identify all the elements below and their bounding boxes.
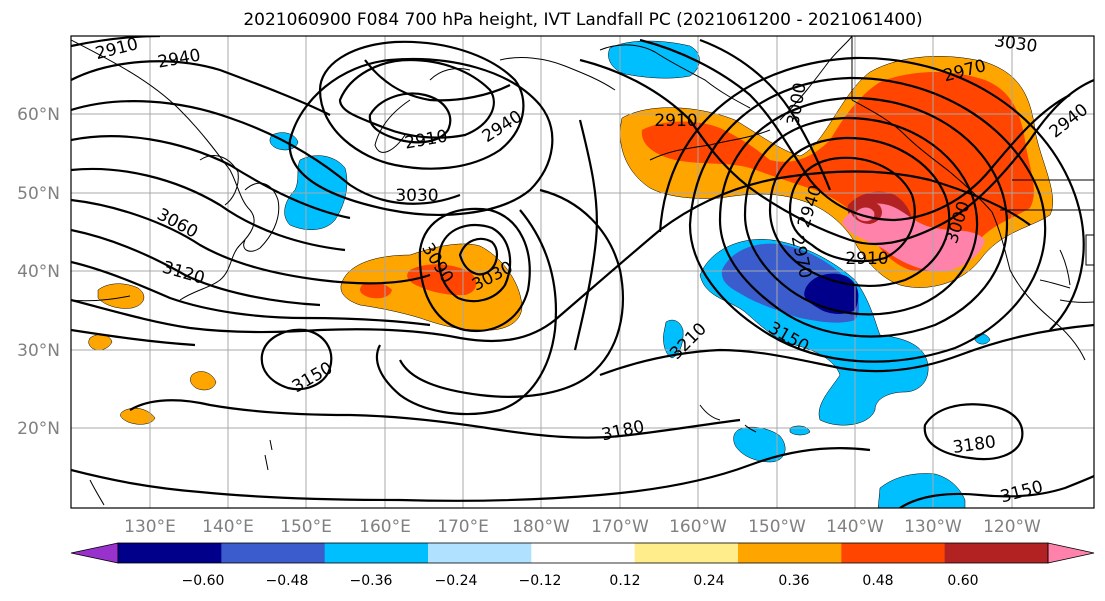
- lon-label: 130°E: [124, 517, 176, 537]
- lon-label: 180°W: [512, 517, 570, 537]
- colorbar-tick-label: 0.60: [947, 573, 978, 589]
- colorbar-frame: [117, 542, 1049, 564]
- colorbar-segment: [634, 543, 739, 563]
- colorbar: −0.60 −0.48 −0.36 −0.24 −0.12 0.12 0.24 …: [70, 542, 1095, 589]
- contour-label: 3030: [395, 186, 438, 206]
- lon-label: 130°W: [904, 517, 962, 537]
- latitude-labels: 60°N 50°N 40°N 30°N 20°N: [17, 105, 60, 439]
- lon-label: 170°E: [437, 517, 489, 537]
- colorbar-tick-label: −0.12: [519, 573, 562, 589]
- colorbar-segment: [531, 543, 636, 563]
- contour-label: 2910: [845, 249, 888, 269]
- colorbar-tick-label: −0.36: [350, 573, 393, 589]
- lon-label: 140°E: [202, 517, 254, 537]
- ivt-small-blue-south: [877, 473, 966, 508]
- colorbar-segment: [738, 543, 842, 563]
- ivt-region-gulf-alaska-60: [842, 203, 985, 272]
- lat-label: 40°N: [17, 262, 60, 282]
- colorbar-segment: [841, 543, 946, 563]
- colorbar-extend-high: [1047, 542, 1095, 564]
- lat-label: 60°N: [17, 105, 60, 125]
- colorbar-segment: [428, 543, 532, 563]
- colorbar-segment: [324, 543, 429, 563]
- colorbar-tick-label: −0.60: [182, 573, 225, 589]
- colorbar-segment: [221, 543, 326, 563]
- longitude-labels: 130°E 140°E 150°E 160°E 170°E 180°W 170°…: [124, 517, 1041, 537]
- ivt-small-orange-1: [190, 371, 217, 391]
- ivt-small-orange-2: [120, 407, 156, 425]
- lon-label: 160°E: [359, 517, 411, 537]
- lon-label: 140°W: [826, 517, 884, 537]
- colorbar-tick-label: 0.36: [778, 573, 809, 589]
- colorbar-tick-label: −0.24: [435, 573, 478, 589]
- lon-label: 160°W: [669, 517, 727, 537]
- contour-label: 2910: [654, 111, 697, 131]
- ivt-small-blue-mid: [663, 319, 684, 359]
- map-frame: [70, 35, 1095, 509]
- colorbar-extend-low: [70, 542, 119, 564]
- colorbar-segment: [118, 543, 222, 563]
- lon-label: 150°W: [748, 517, 806, 537]
- ivt-small-blue-kamchatka: [608, 40, 700, 79]
- figure-title: 2021060900 F084 700 hPa height, IVT Land…: [243, 10, 922, 30]
- lat-label: 30°N: [17, 341, 60, 361]
- contour-label: 3030: [993, 31, 1039, 57]
- ivt-small-orange-ryukyu: [97, 283, 145, 309]
- colorbar-segments: [70, 542, 1095, 564]
- coastlines: [71, 36, 1094, 506]
- colorbar-tick-label: 0.48: [862, 573, 893, 589]
- lat-lon-grid: [71, 36, 1094, 508]
- colorbar-tick-label: 0.12: [609, 573, 640, 589]
- colorbar-segment: [944, 543, 1049, 563]
- ivt-region-west-pacific-36: [360, 282, 392, 299]
- lat-label: 50°N: [17, 184, 60, 204]
- colorbar-tick-label: −0.48: [266, 573, 309, 589]
- lon-label: 150°E: [280, 517, 332, 537]
- colorbar-tick-label: 0.24: [693, 573, 724, 589]
- lon-label: 120°W: [983, 517, 1041, 537]
- colorbar-tick-labels: −0.60 −0.48 −0.36 −0.24 −0.12 0.12 0.24 …: [182, 573, 979, 589]
- height-contours: [71, 36, 1094, 508]
- lon-label: 170°W: [591, 517, 649, 537]
- lat-label: 20°N: [17, 419, 60, 439]
- ivt-small-blue-hawaii: [733, 426, 786, 463]
